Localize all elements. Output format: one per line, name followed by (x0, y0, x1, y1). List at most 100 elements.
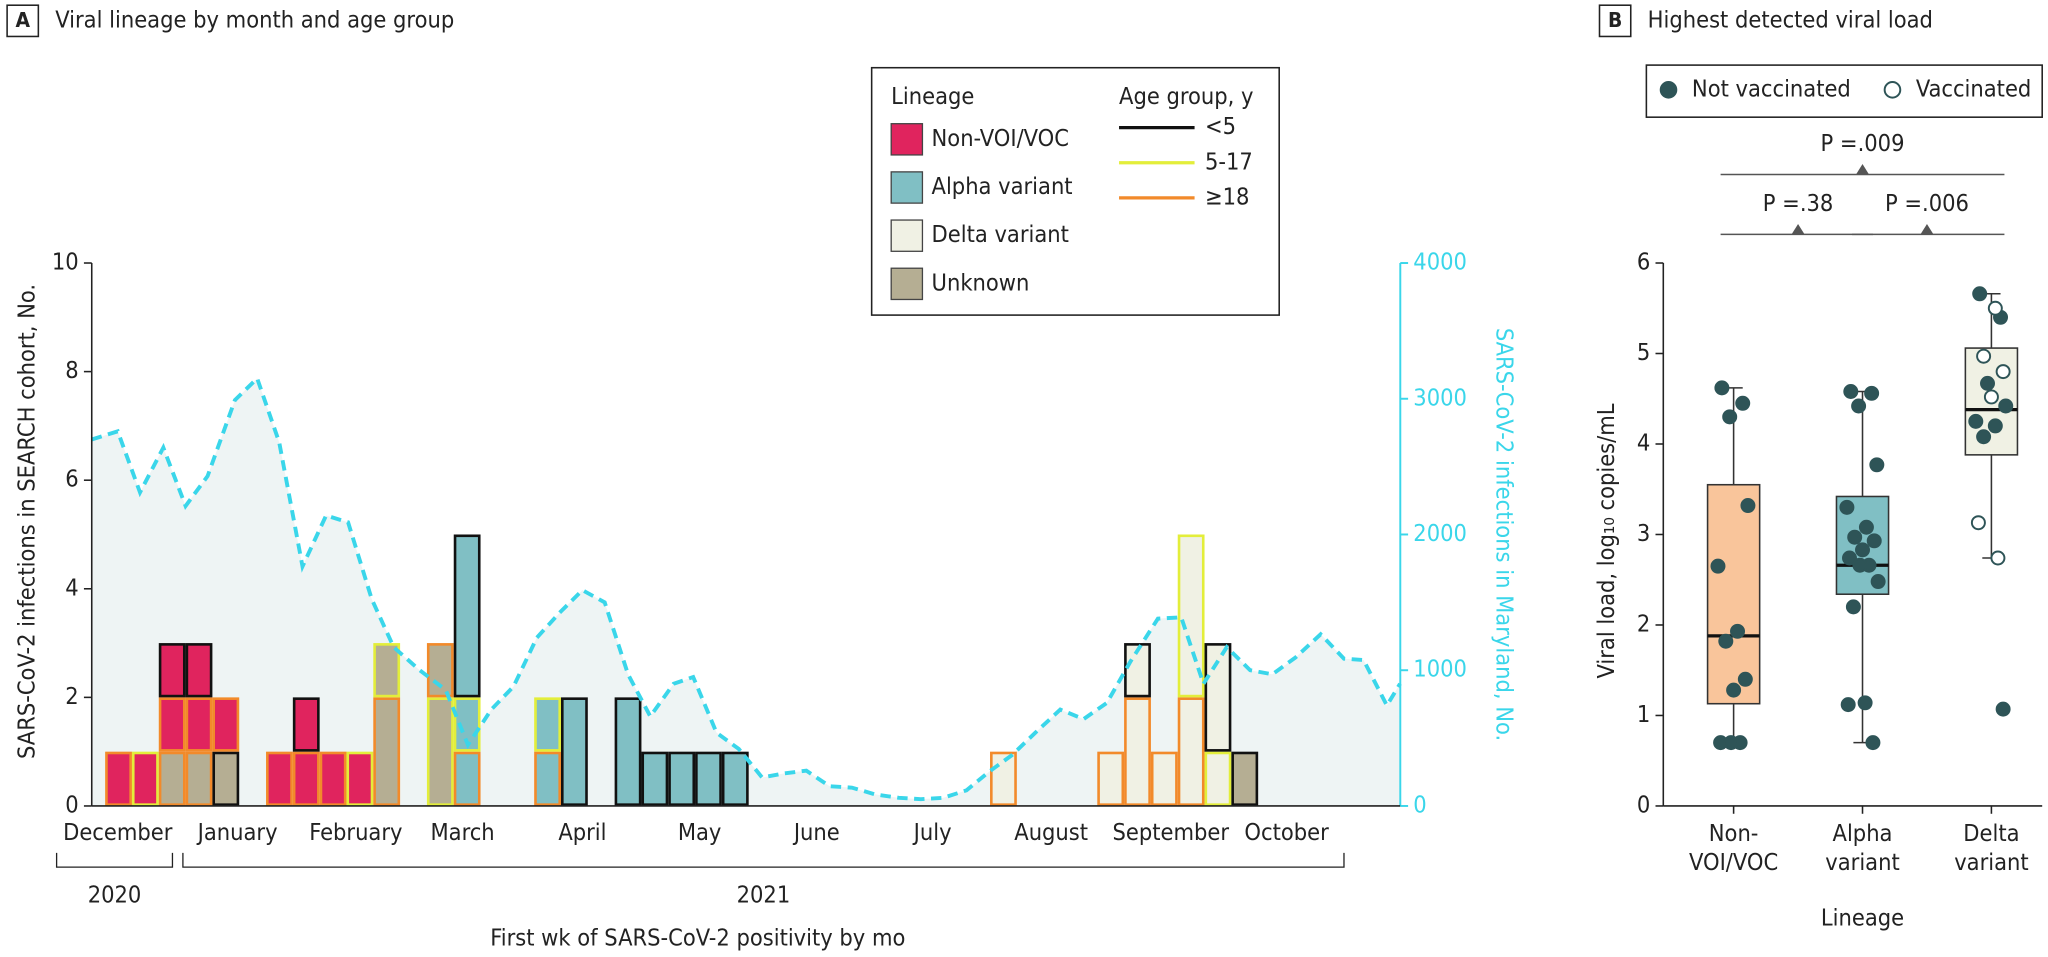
legend-box (1645, 64, 2043, 118)
bar-segment (426, 643, 454, 698)
y-tick-label: 2 (65, 682, 78, 710)
bar-segment (131, 751, 159, 806)
y-tick-label: 10 (52, 248, 79, 276)
legend-label: Non-VOI/VOC (932, 124, 1069, 152)
bar-segment (695, 751, 722, 806)
comparison-marker (1920, 223, 1934, 235)
maryland-area (91, 378, 1401, 806)
data-point (1735, 395, 1751, 411)
y-tick-label: 6 (65, 465, 78, 493)
legend-label: ≥18 (1205, 182, 1249, 210)
x-tick-label: Alpha (1833, 819, 1893, 847)
legend-label: Alpha variant (932, 172, 1073, 200)
panel-a-title: Viral lineage by month and age group (55, 5, 454, 33)
legend-label: Not vaccinated (1692, 74, 1851, 102)
legend-marker (1659, 81, 1678, 99)
month-label: August (1014, 818, 1088, 846)
data-point (1976, 348, 1992, 364)
legend-box (870, 66, 1280, 316)
bar-segment (426, 697, 454, 806)
legend-swatch (890, 219, 924, 252)
p-value: P =.006 (1885, 189, 1969, 217)
data-point (1987, 300, 2003, 316)
box (1706, 483, 1761, 705)
bar-segment (1204, 751, 1232, 806)
panel-b-badge (1598, 4, 1632, 38)
y2-tick-label: 2000 (1413, 519, 1467, 547)
legend-heading: Lineage (891, 82, 974, 110)
data-point (1983, 389, 1999, 405)
y2-axis-title: SARS-CoV-2 infections in Maryland, No. (1491, 328, 1519, 741)
x-axis-title: Lineage (1821, 904, 1904, 932)
data-point (1987, 418, 2003, 434)
y-axis-title: SARS-CoV-2 infections in SEARCH cohort, … (12, 284, 40, 759)
data-point (1839, 499, 1855, 515)
comparison-marker (1791, 223, 1805, 235)
p-value: P =.009 (1821, 129, 1905, 157)
data-point (1730, 623, 1746, 639)
bar-segment (534, 751, 561, 806)
data-point (1864, 385, 1880, 401)
x-axis-title: First wk of SARS-CoV-2 positivity by mo (490, 923, 905, 951)
data-point (1722, 409, 1738, 425)
month-label: October (1244, 818, 1329, 846)
month-label: June (792, 818, 840, 846)
bar-segment (1150, 751, 1178, 806)
legend-swatch (890, 171, 924, 204)
y-tick-label: 3 (1637, 519, 1650, 547)
data-point (1847, 529, 1863, 545)
y-tick-label: 1 (1637, 700, 1650, 728)
legend-label: Delta variant (932, 220, 1069, 248)
comparison-marker (1856, 164, 1870, 175)
bar-segment (1177, 697, 1205, 806)
x-tick-label: variant (1825, 848, 1899, 876)
bar-segment (1097, 751, 1125, 806)
x-tick-label: VOI/VOC (1689, 848, 1778, 876)
bar-segment (292, 751, 320, 806)
bar-segment (266, 751, 293, 806)
bar-segment (212, 751, 240, 806)
data-point (1714, 380, 1730, 396)
panel-b-title: Highest detected viral load (1648, 5, 1933, 33)
bar-segment (158, 697, 186, 752)
data-point (1718, 633, 1734, 649)
data-point (1840, 697, 1856, 713)
data-point (1842, 550, 1857, 566)
y-tick-label: 8 (65, 356, 78, 384)
y-tick-label: 4 (65, 573, 78, 601)
data-point (1726, 682, 1742, 698)
bar-segment (212, 697, 240, 752)
data-point (1869, 457, 1885, 473)
data-point (1970, 515, 1986, 531)
legend-swatch (890, 123, 924, 156)
data-point (1968, 413, 1984, 429)
y2-tick-label: 1000 (1413, 655, 1467, 683)
data-point (1990, 550, 2006, 566)
y-tick-label: 2 (1637, 609, 1650, 637)
bar-segment (373, 643, 401, 698)
legend-marker (1883, 81, 1902, 99)
bar-segment (346, 751, 374, 806)
bar-segment (668, 751, 696, 806)
month-label: February (309, 818, 402, 846)
data-point (1998, 398, 2014, 414)
data-point (1865, 735, 1881, 751)
bar-segment (373, 697, 401, 806)
month-label: March (430, 818, 494, 846)
y-tick-label: 0 (1637, 790, 1650, 818)
bar-segment (1124, 697, 1151, 806)
year-label: 2021 (737, 880, 791, 908)
bar-segment (158, 751, 186, 806)
data-point (1855, 542, 1871, 558)
p-value: P =.38 (1763, 189, 1834, 217)
panel-a-letter: A (15, 8, 30, 32)
data-point (1737, 671, 1753, 687)
y-tick-label: 6 (1637, 248, 1650, 276)
y2-tick-label: 4000 (1413, 248, 1467, 276)
data-point (1995, 701, 2011, 717)
bar-segment (721, 751, 749, 806)
x-tick-label: Delta (1963, 819, 2019, 847)
y-tick-label: 4 (1637, 428, 1650, 456)
